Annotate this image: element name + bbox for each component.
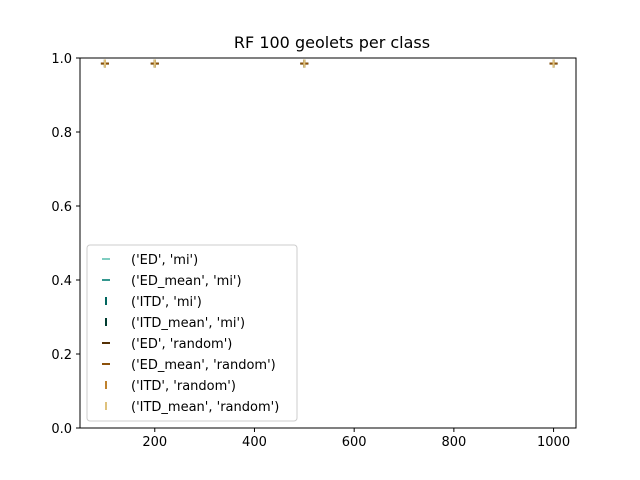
chart-marks [100,59,558,68]
x-tick-label: 1000 [537,435,570,450]
legend-label: ('ITD_mean', 'mi') [131,316,245,331]
legend-label: ('ITD_mean', 'random') [131,400,279,415]
x-axis: 200 400 600 800 1000 [142,428,570,450]
x-tick-label: 200 [142,435,167,450]
legend-label: ('ED_mean', 'random') [131,358,276,373]
x-tick-label: 800 [441,435,466,450]
y-tick-label: 1.0 [51,52,72,67]
y-axis: 0.0 0.2 0.4 0.6 0.8 1.0 [51,52,80,437]
chart-title: RF 100 geolets per class [234,33,430,52]
legend-label: ('ITD', 'mi') [131,295,202,310]
legend-label: ('ITD', 'random') [131,379,236,394]
y-tick-label: 0.4 [51,274,72,289]
y-tick-label: 0.8 [51,126,72,141]
legend-label: ('ED_mean', 'mi') [131,274,242,289]
y-tick-label: 0.0 [51,422,72,437]
y-tick-label: 0.2 [51,348,72,363]
x-tick-label: 400 [242,435,267,450]
legend: ('ED', 'mi') ('ED_mean', 'mi') ('ITD', 'mi… [86,244,298,422]
legend-box [86,244,298,422]
legend-label: ('ED', 'random') [131,337,232,352]
y-tick-label: 0.6 [51,200,72,215]
legend-label: ('ED', 'mi') [131,253,198,268]
plot-area [79,57,577,429]
x-tick-label: 600 [342,435,367,450]
